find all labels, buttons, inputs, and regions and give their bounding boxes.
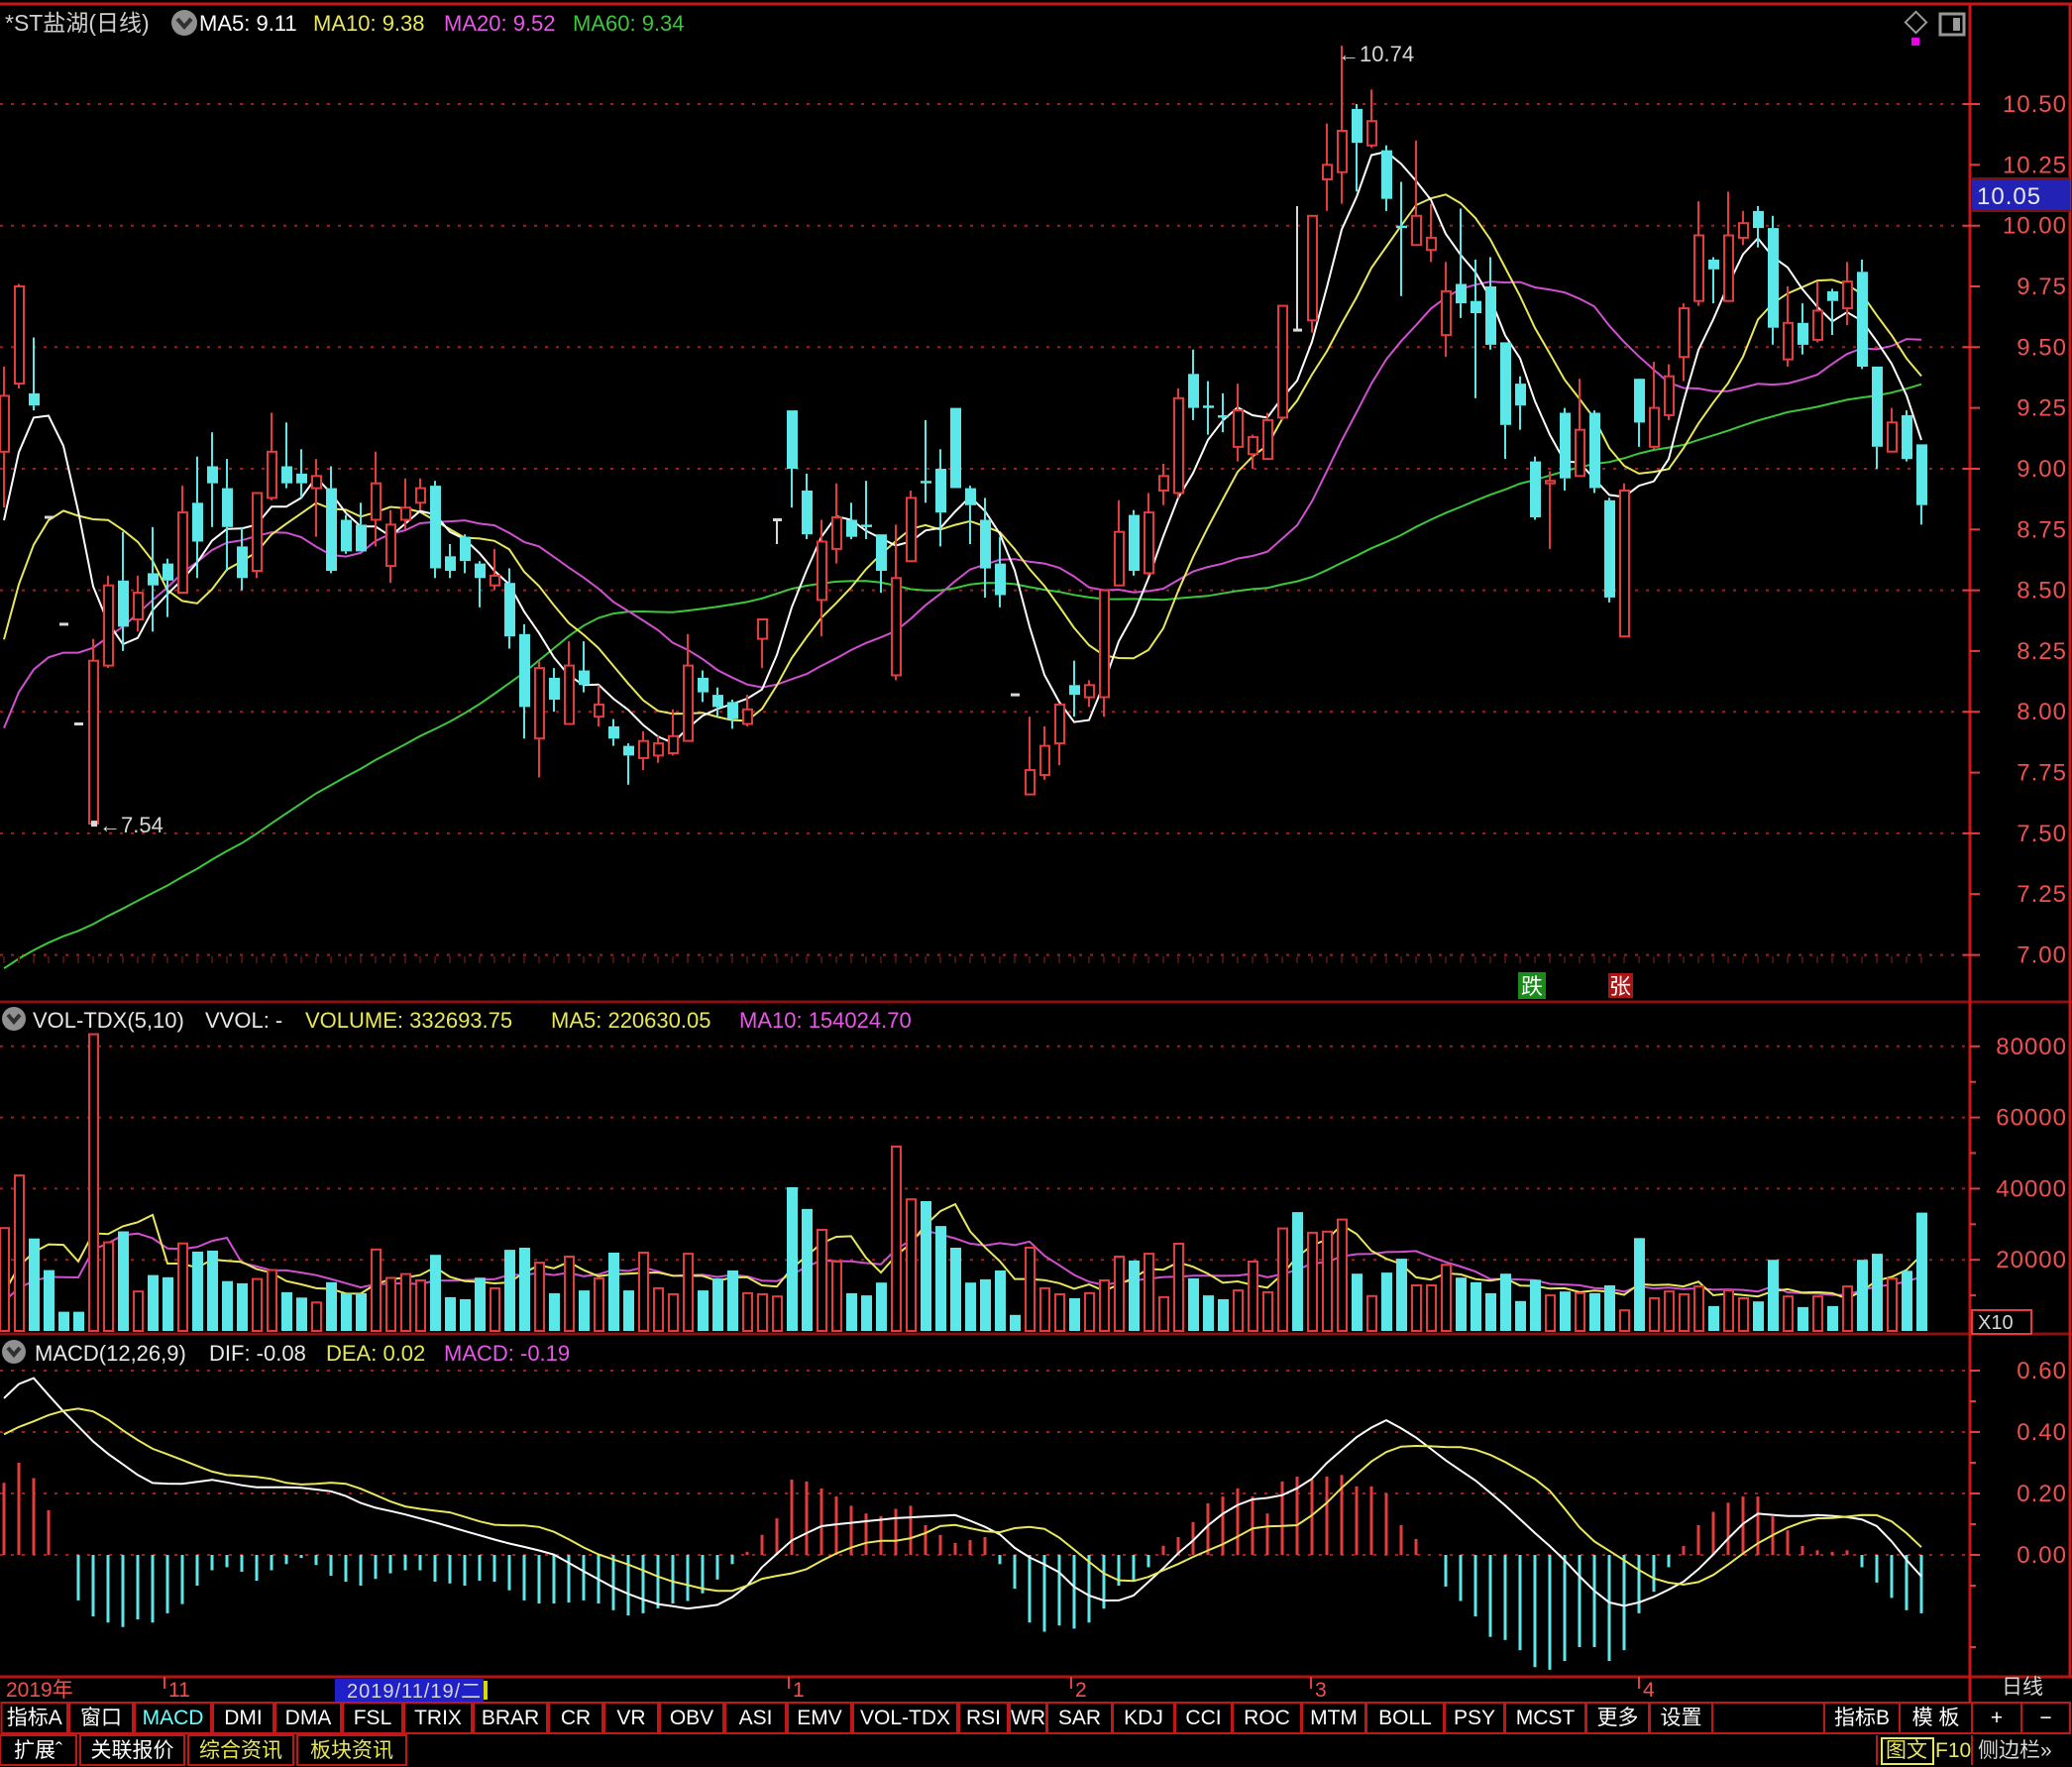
svg-text:VR: VR	[616, 1707, 645, 1729]
svg-text:窗口: 窗口	[80, 1707, 122, 1729]
svg-text:10.50: 10.50	[2003, 91, 2067, 118]
svg-text:侧边栏»: 侧边栏»	[1978, 1739, 2052, 1762]
svg-text:3: 3	[1315, 1679, 1327, 1702]
svg-text:7.00: 7.00	[2017, 942, 2067, 969]
svg-text:0.20: 0.20	[2017, 1481, 2067, 1507]
svg-text:DIF: -0.08: DIF: -0.08	[209, 1341, 306, 1366]
svg-text:MACD(12,26,9): MACD(12,26,9)	[35, 1341, 186, 1366]
svg-text:日线: 日线	[2002, 1676, 2043, 1699]
svg-text:0.40: 0.40	[2017, 1419, 2067, 1446]
svg-text:DMA: DMA	[285, 1707, 332, 1729]
svg-text:2: 2	[1075, 1679, 1087, 1702]
svg-text:MACD: -0.19: MACD: -0.19	[444, 1341, 570, 1366]
svg-text:更多: 更多	[1597, 1707, 1639, 1729]
svg-text:TRIX: TRIX	[414, 1707, 462, 1729]
svg-text:MACD: MACD	[143, 1707, 204, 1729]
svg-text:VOL-TDX(5,10): VOL-TDX(5,10)	[33, 1008, 184, 1033]
svg-text:模 板: 模 板	[1912, 1707, 1960, 1729]
svg-text:图文: 图文	[1886, 1739, 1927, 1762]
svg-text:CCI: CCI	[1185, 1707, 1221, 1729]
svg-text:WR: WR	[1011, 1707, 1045, 1729]
svg-text:MA10: 154024.70: MA10: 154024.70	[739, 1008, 912, 1033]
svg-text:指标A: 指标A	[7, 1707, 62, 1729]
svg-text:8.25: 8.25	[2017, 638, 2067, 665]
svg-text:X10: X10	[1978, 1312, 2014, 1334]
svg-text:BRAR: BRAR	[482, 1707, 539, 1729]
svg-text:9.25: 9.25	[2017, 395, 2067, 422]
svg-text:ASI: ASI	[739, 1707, 773, 1729]
svg-text:10.25: 10.25	[2003, 152, 2067, 178]
svg-text:跌: 跌	[1521, 974, 1543, 999]
svg-text:*ST盐湖(日线): *ST盐湖(日线)	[5, 10, 150, 36]
svg-text:VOLUME: 332693.75: VOLUME: 332693.75	[305, 1008, 512, 1033]
svg-text:9.00: 9.00	[2017, 456, 2067, 483]
svg-text:设置: 设置	[1661, 1707, 1702, 1729]
svg-text:KDJ: KDJ	[1124, 1707, 1163, 1729]
svg-text:DMI: DMI	[224, 1707, 263, 1729]
svg-text:PSY: PSY	[1454, 1707, 1495, 1729]
svg-text:SAR: SAR	[1058, 1707, 1101, 1729]
svg-text:MA5: 9.11: MA5: 9.11	[199, 11, 297, 36]
svg-text:7.25: 7.25	[2017, 881, 2067, 908]
svg-text:80000: 80000	[1996, 1034, 2067, 1060]
svg-text:FSL: FSL	[354, 1707, 392, 1729]
svg-text:←7.54: ←7.54	[99, 813, 164, 837]
svg-text:9.75: 9.75	[2017, 274, 2067, 300]
svg-text:MCST: MCST	[1516, 1707, 1576, 1729]
svg-text:BOLL: BOLL	[1378, 1707, 1432, 1729]
svg-text:11: 11	[168, 1679, 190, 1702]
svg-text:F10: F10	[1935, 1739, 1971, 1762]
svg-text:2019/11/19/二: 2019/11/19/二	[347, 1681, 482, 1703]
svg-text:←10.74: ←10.74	[1338, 42, 1414, 66]
svg-text:0.00: 0.00	[2017, 1542, 2067, 1569]
svg-text:10.00: 10.00	[2003, 213, 2067, 240]
svg-text:40000: 40000	[1996, 1175, 2067, 1202]
svg-text:MA10: 9.38: MA10: 9.38	[313, 11, 425, 36]
svg-text:CR: CR	[561, 1707, 591, 1729]
svg-text:8.75: 8.75	[2017, 516, 2067, 543]
svg-text:DEA: 0.02: DEA: 0.02	[326, 1341, 425, 1366]
svg-text:4: 4	[1643, 1679, 1655, 1702]
svg-text:MA60: 9.34: MA60: 9.34	[573, 11, 685, 36]
svg-text:−: −	[2039, 1707, 2051, 1729]
svg-text:9.50: 9.50	[2017, 334, 2067, 361]
svg-text:综合资讯: 综合资讯	[199, 1739, 282, 1762]
svg-text:2019年: 2019年	[6, 1679, 73, 1702]
svg-text:7.75: 7.75	[2017, 760, 2067, 787]
svg-text:1: 1	[793, 1679, 805, 1702]
svg-text:0.60: 0.60	[2017, 1358, 2067, 1384]
svg-text:8.50: 8.50	[2017, 578, 2067, 605]
svg-text:OBV: OBV	[670, 1707, 713, 1729]
svg-text:VVOL: -: VVOL: -	[205, 1008, 282, 1033]
svg-text:关联报价: 关联报价	[91, 1739, 174, 1762]
svg-text:8.00: 8.00	[2017, 699, 2067, 725]
svg-text:MTM: MTM	[1310, 1707, 1358, 1729]
svg-text:ROC: ROC	[1244, 1707, 1290, 1729]
svg-text:10.05: 10.05	[1977, 183, 2041, 210]
svg-text:20000: 20000	[1996, 1247, 2067, 1273]
svg-text:张: 张	[1609, 974, 1631, 999]
svg-text:扩展ˆ: 扩展ˆ	[14, 1739, 62, 1762]
svg-text:MA20: 9.52: MA20: 9.52	[444, 11, 556, 36]
svg-text:指标B: 指标B	[1834, 1707, 1890, 1729]
svg-text:7.50: 7.50	[2017, 821, 2067, 847]
svg-text:60000: 60000	[1996, 1105, 2067, 1132]
svg-text:RSI: RSI	[966, 1707, 1001, 1729]
svg-text:VOL-TDX: VOL-TDX	[860, 1707, 950, 1729]
svg-text:EMV: EMV	[797, 1707, 842, 1729]
svg-text:+: +	[1991, 1707, 2003, 1729]
svg-text:板块资讯: 板块资讯	[310, 1739, 393, 1762]
svg-text:MA5: 220630.05: MA5: 220630.05	[551, 1008, 710, 1033]
